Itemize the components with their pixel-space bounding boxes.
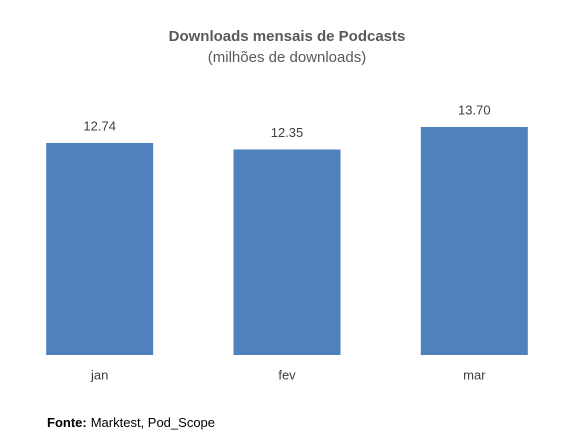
x-tick-label: fev xyxy=(278,367,296,382)
chart-title: Downloads mensais de Podcasts xyxy=(169,28,406,45)
bar xyxy=(233,149,341,355)
bar xyxy=(46,142,154,355)
value-label: 12.35 xyxy=(271,125,304,140)
value-label: 12.74 xyxy=(83,118,116,133)
value-label: 13.70 xyxy=(458,102,491,117)
bar xyxy=(420,127,528,355)
chart-subtitle: (milhões de downloads) xyxy=(208,49,366,66)
source: Fonte: Marktest, Pod_Scope xyxy=(47,415,215,430)
x-tick-label: mar xyxy=(463,367,486,382)
x-tick-label: jan xyxy=(90,367,108,382)
source-label: Fonte: xyxy=(47,415,87,430)
source-text: Marktest, Pod_Scope xyxy=(91,415,215,430)
